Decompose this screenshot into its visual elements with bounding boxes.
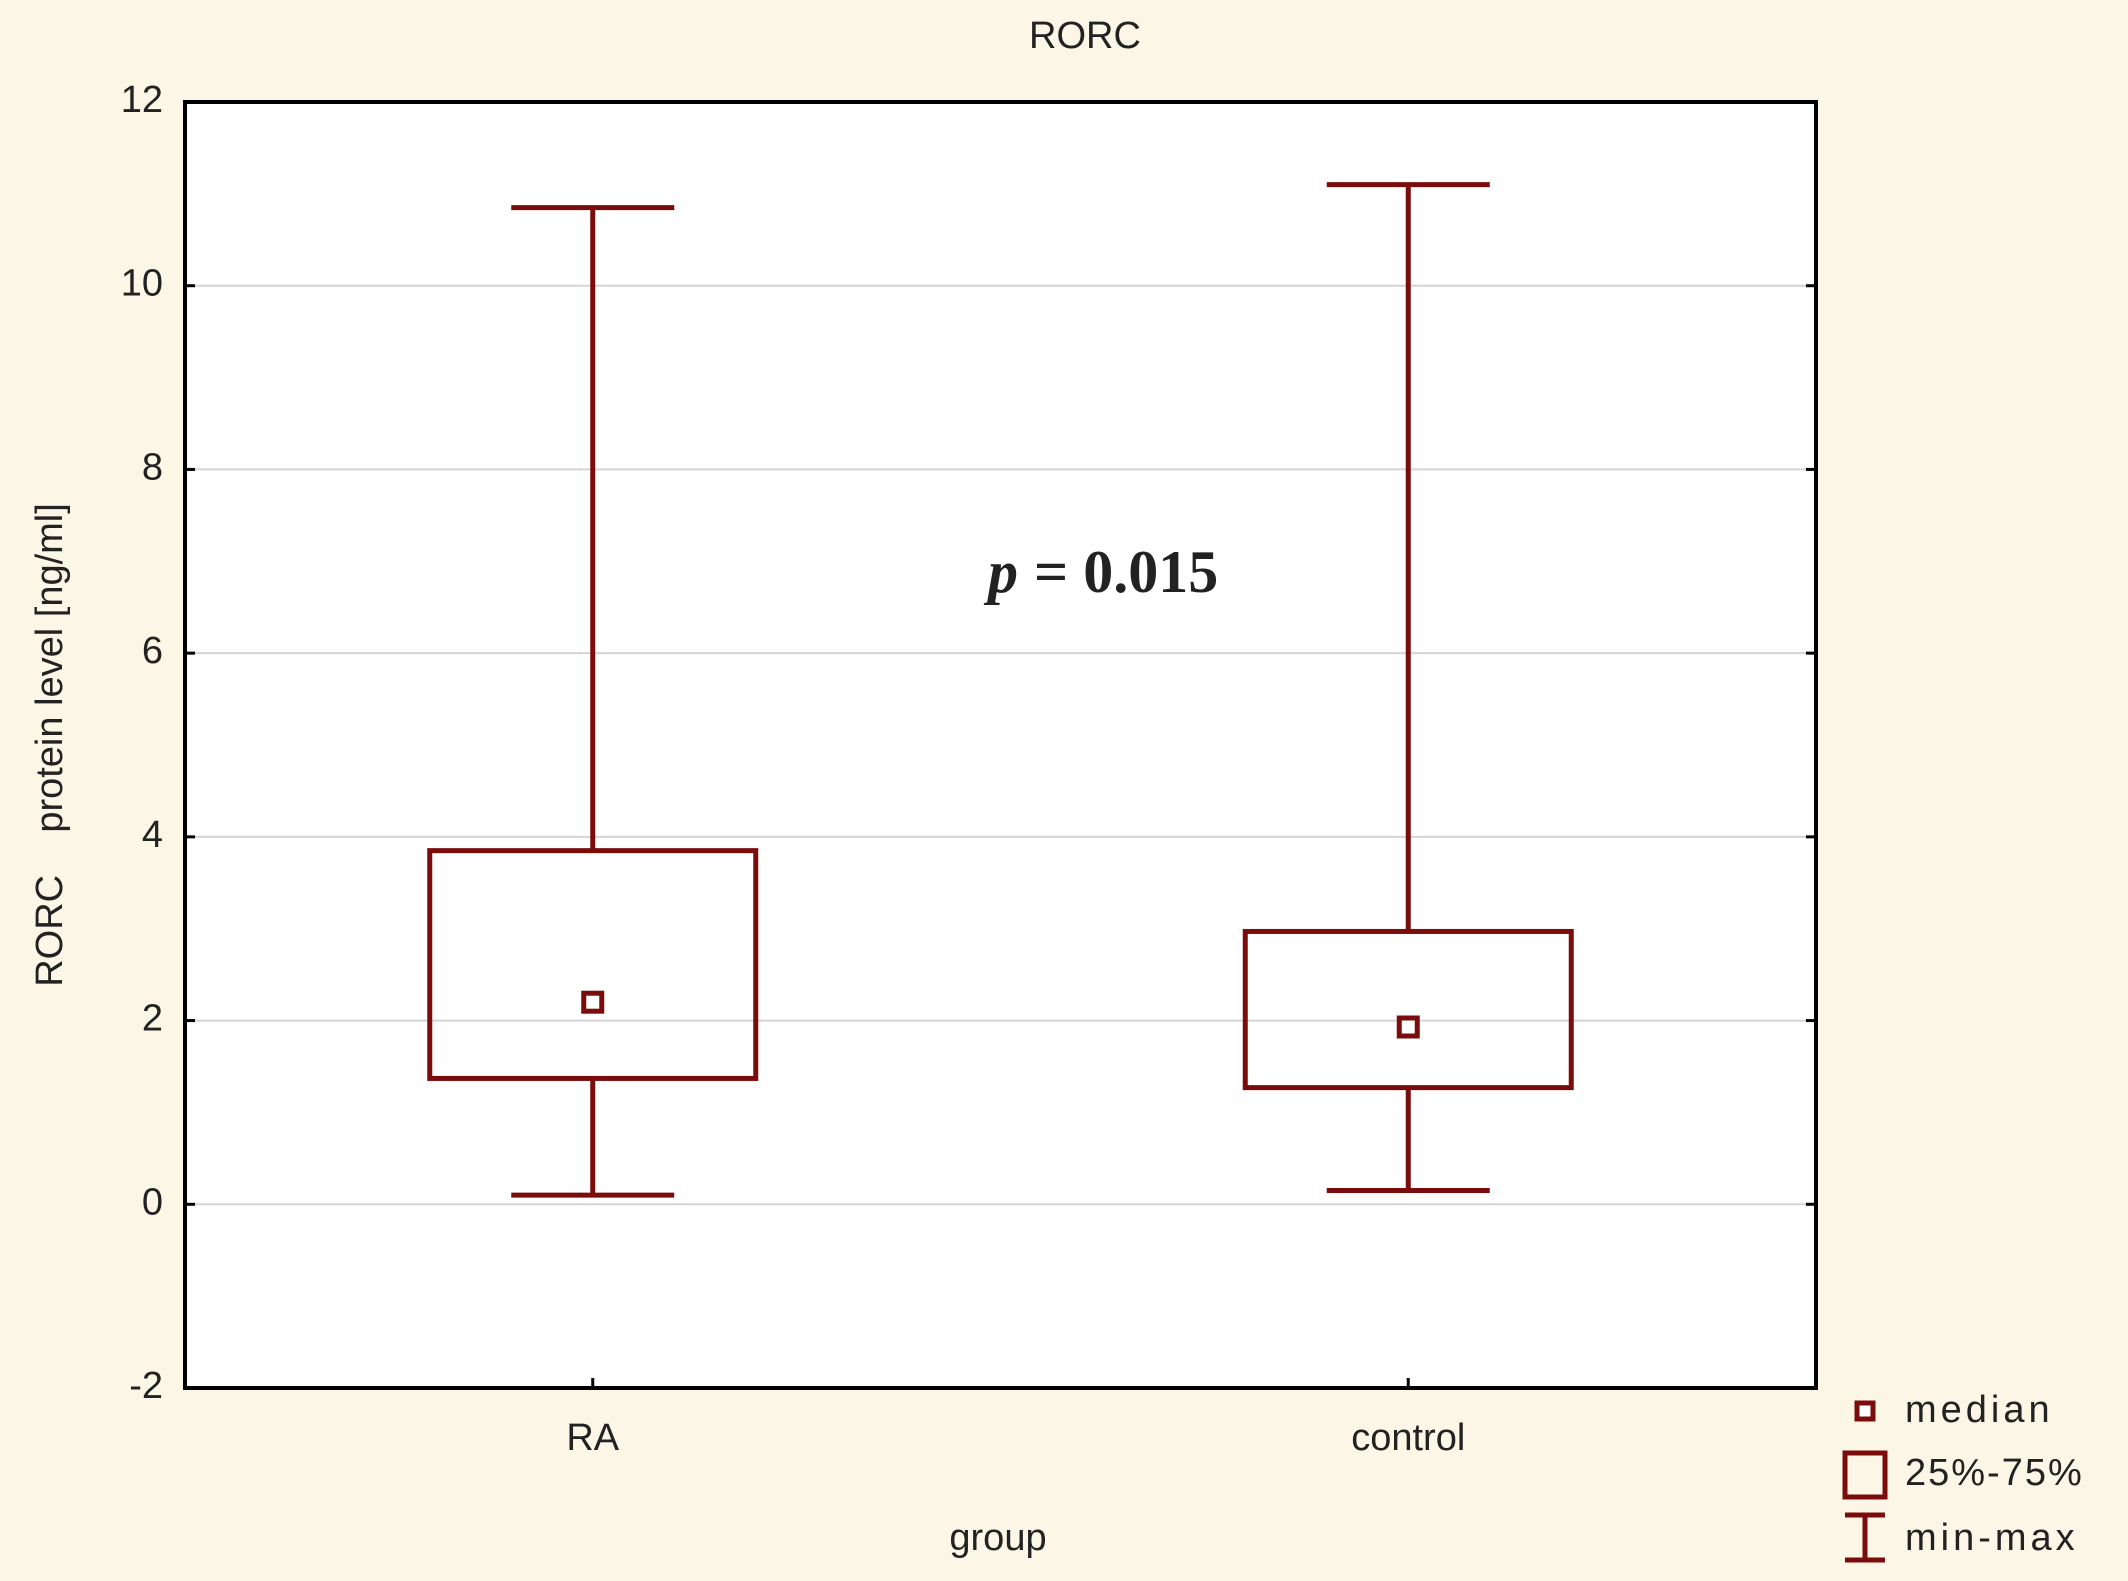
x-tick-label: control <box>1351 1417 1465 1459</box>
box <box>427 848 759 1081</box>
median <box>581 990 605 1014</box>
y-tick-label: 6 <box>142 630 163 672</box>
y-tick-label: 0 <box>142 1181 163 1223</box>
annotation-text: = 0.015 <box>1034 539 1218 605</box>
legend-label: min-max <box>1905 1517 2079 1559</box>
y-tick-label: 8 <box>142 446 163 488</box>
chart-title: RORC <box>1029 15 1141 57</box>
y-tick-label: 12 <box>121 79 163 121</box>
y-axis-label: RORC protein level [ng/ml] <box>29 503 71 987</box>
y-tick-label: 10 <box>121 263 163 305</box>
legend-median-icon <box>1854 1400 1876 1422</box>
y-tick-label: 4 <box>142 814 163 856</box>
y-tick-label: -2 <box>129 1365 163 1407</box>
annotation-symbol: p <box>983 539 1018 605</box>
y-tick-label: 2 <box>142 998 163 1040</box>
legend-label: 25%-75% <box>1905 1452 2084 1494</box>
x-tick-label: RA <box>566 1417 619 1459</box>
x-axis-label: group <box>949 1517 1046 1559</box>
plot-frame <box>183 100 1818 1390</box>
box <box>1242 928 1574 1091</box>
plot-area <box>185 102 1816 1388</box>
legend-box-icon <box>1842 1450 1888 1500</box>
legend-label: median <box>1905 1389 2054 1431</box>
median <box>1396 1015 1420 1039</box>
